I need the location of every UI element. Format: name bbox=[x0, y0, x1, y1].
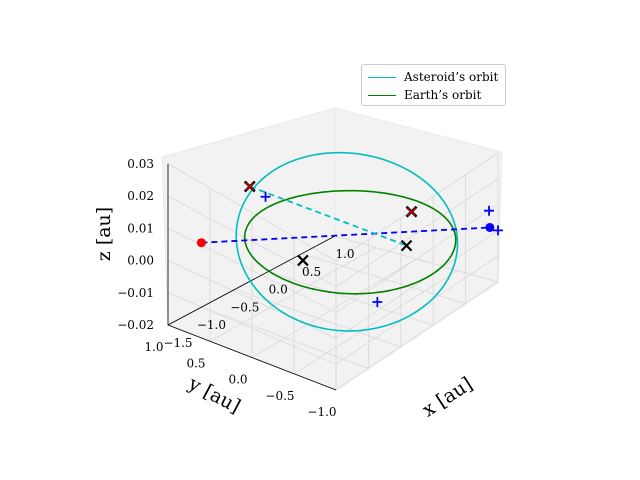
axis-lines bbox=[167, 163, 337, 391]
red-x-marker-0 bbox=[245, 182, 255, 191]
black-x-marker-1 bbox=[400, 239, 413, 252]
y-tick-label: −0.5 bbox=[265, 389, 294, 403]
x-tick-label: 0.5 bbox=[302, 265, 321, 279]
grid-z-0 bbox=[167, 152, 499, 262]
legend-swatch-earth bbox=[368, 94, 396, 96]
grid-z-4 bbox=[167, 255, 499, 365]
y-tick-label: 0.5 bbox=[186, 356, 205, 370]
blue-plus-marker-2 bbox=[484, 205, 495, 216]
x-tick-label: −1.0 bbox=[197, 318, 226, 332]
legend-item-earth: Earth’s orbit bbox=[368, 86, 499, 104]
z-tick-label: −0.02 bbox=[117, 318, 154, 332]
legend-swatch-asteroid bbox=[368, 76, 396, 78]
z-tick-label: 0.00 bbox=[127, 254, 154, 268]
y-axis-line bbox=[167, 324, 337, 391]
z-tick-label: 0.01 bbox=[127, 221, 154, 235]
y-tick-label: 0.0 bbox=[228, 373, 247, 387]
grid-z-2 bbox=[167, 204, 499, 314]
red-point-marker bbox=[196, 238, 206, 248]
y-tick-label: 1.0 bbox=[144, 340, 163, 354]
z-axis-label: z [au] bbox=[93, 207, 115, 261]
tick-labels: −1.5 −1.0 −0.5 0.0 0.5 1.0 1.0 0.5 0.0 −0.5 −1.0 0.… bbox=[117, 157, 354, 419]
dashed-line-3 bbox=[249, 185, 407, 247]
x-tick-label: 0.0 bbox=[269, 283, 288, 297]
markers bbox=[196, 180, 503, 307]
blue-point-marker bbox=[485, 222, 495, 232]
grid-z-1 bbox=[167, 178, 499, 288]
blue-plus-marker-3 bbox=[493, 225, 503, 236]
black-x-marker-0 bbox=[297, 254, 309, 267]
red-x-marker-1 bbox=[407, 207, 417, 217]
blue-plus-marker-1 bbox=[372, 296, 383, 307]
x-tick-label: −1.5 bbox=[163, 336, 192, 350]
asteroid-orbit-line bbox=[235, 151, 459, 332]
blue-plus-marker-0 bbox=[260, 191, 271, 202]
x-tick-label: −0.5 bbox=[230, 300, 259, 314]
x-axis-line bbox=[167, 235, 336, 326]
legend-item-asteroid: Asteroid’s orbit bbox=[368, 68, 499, 86]
grid-z-3 bbox=[167, 230, 499, 339]
z-tick-label: 0.02 bbox=[127, 189, 154, 203]
earth-orbit-line bbox=[243, 189, 457, 295]
legend-label-earth: Earth’s orbit bbox=[404, 88, 482, 102]
z-tick-label: 0.03 bbox=[127, 157, 154, 171]
orbit-curves bbox=[201, 151, 490, 332]
x-axis-label: x [au] bbox=[418, 373, 476, 421]
dashed-line-2 bbox=[201, 226, 490, 244]
x-tick-label: 1.0 bbox=[335, 247, 354, 261]
legend: Asteroid’s orbit Earth’s orbit bbox=[361, 64, 506, 106]
y-tick-label: −1.0 bbox=[307, 405, 336, 419]
z-tick-label: −0.01 bbox=[117, 286, 154, 300]
legend-label-asteroid: Asteroid’s orbit bbox=[404, 70, 499, 84]
